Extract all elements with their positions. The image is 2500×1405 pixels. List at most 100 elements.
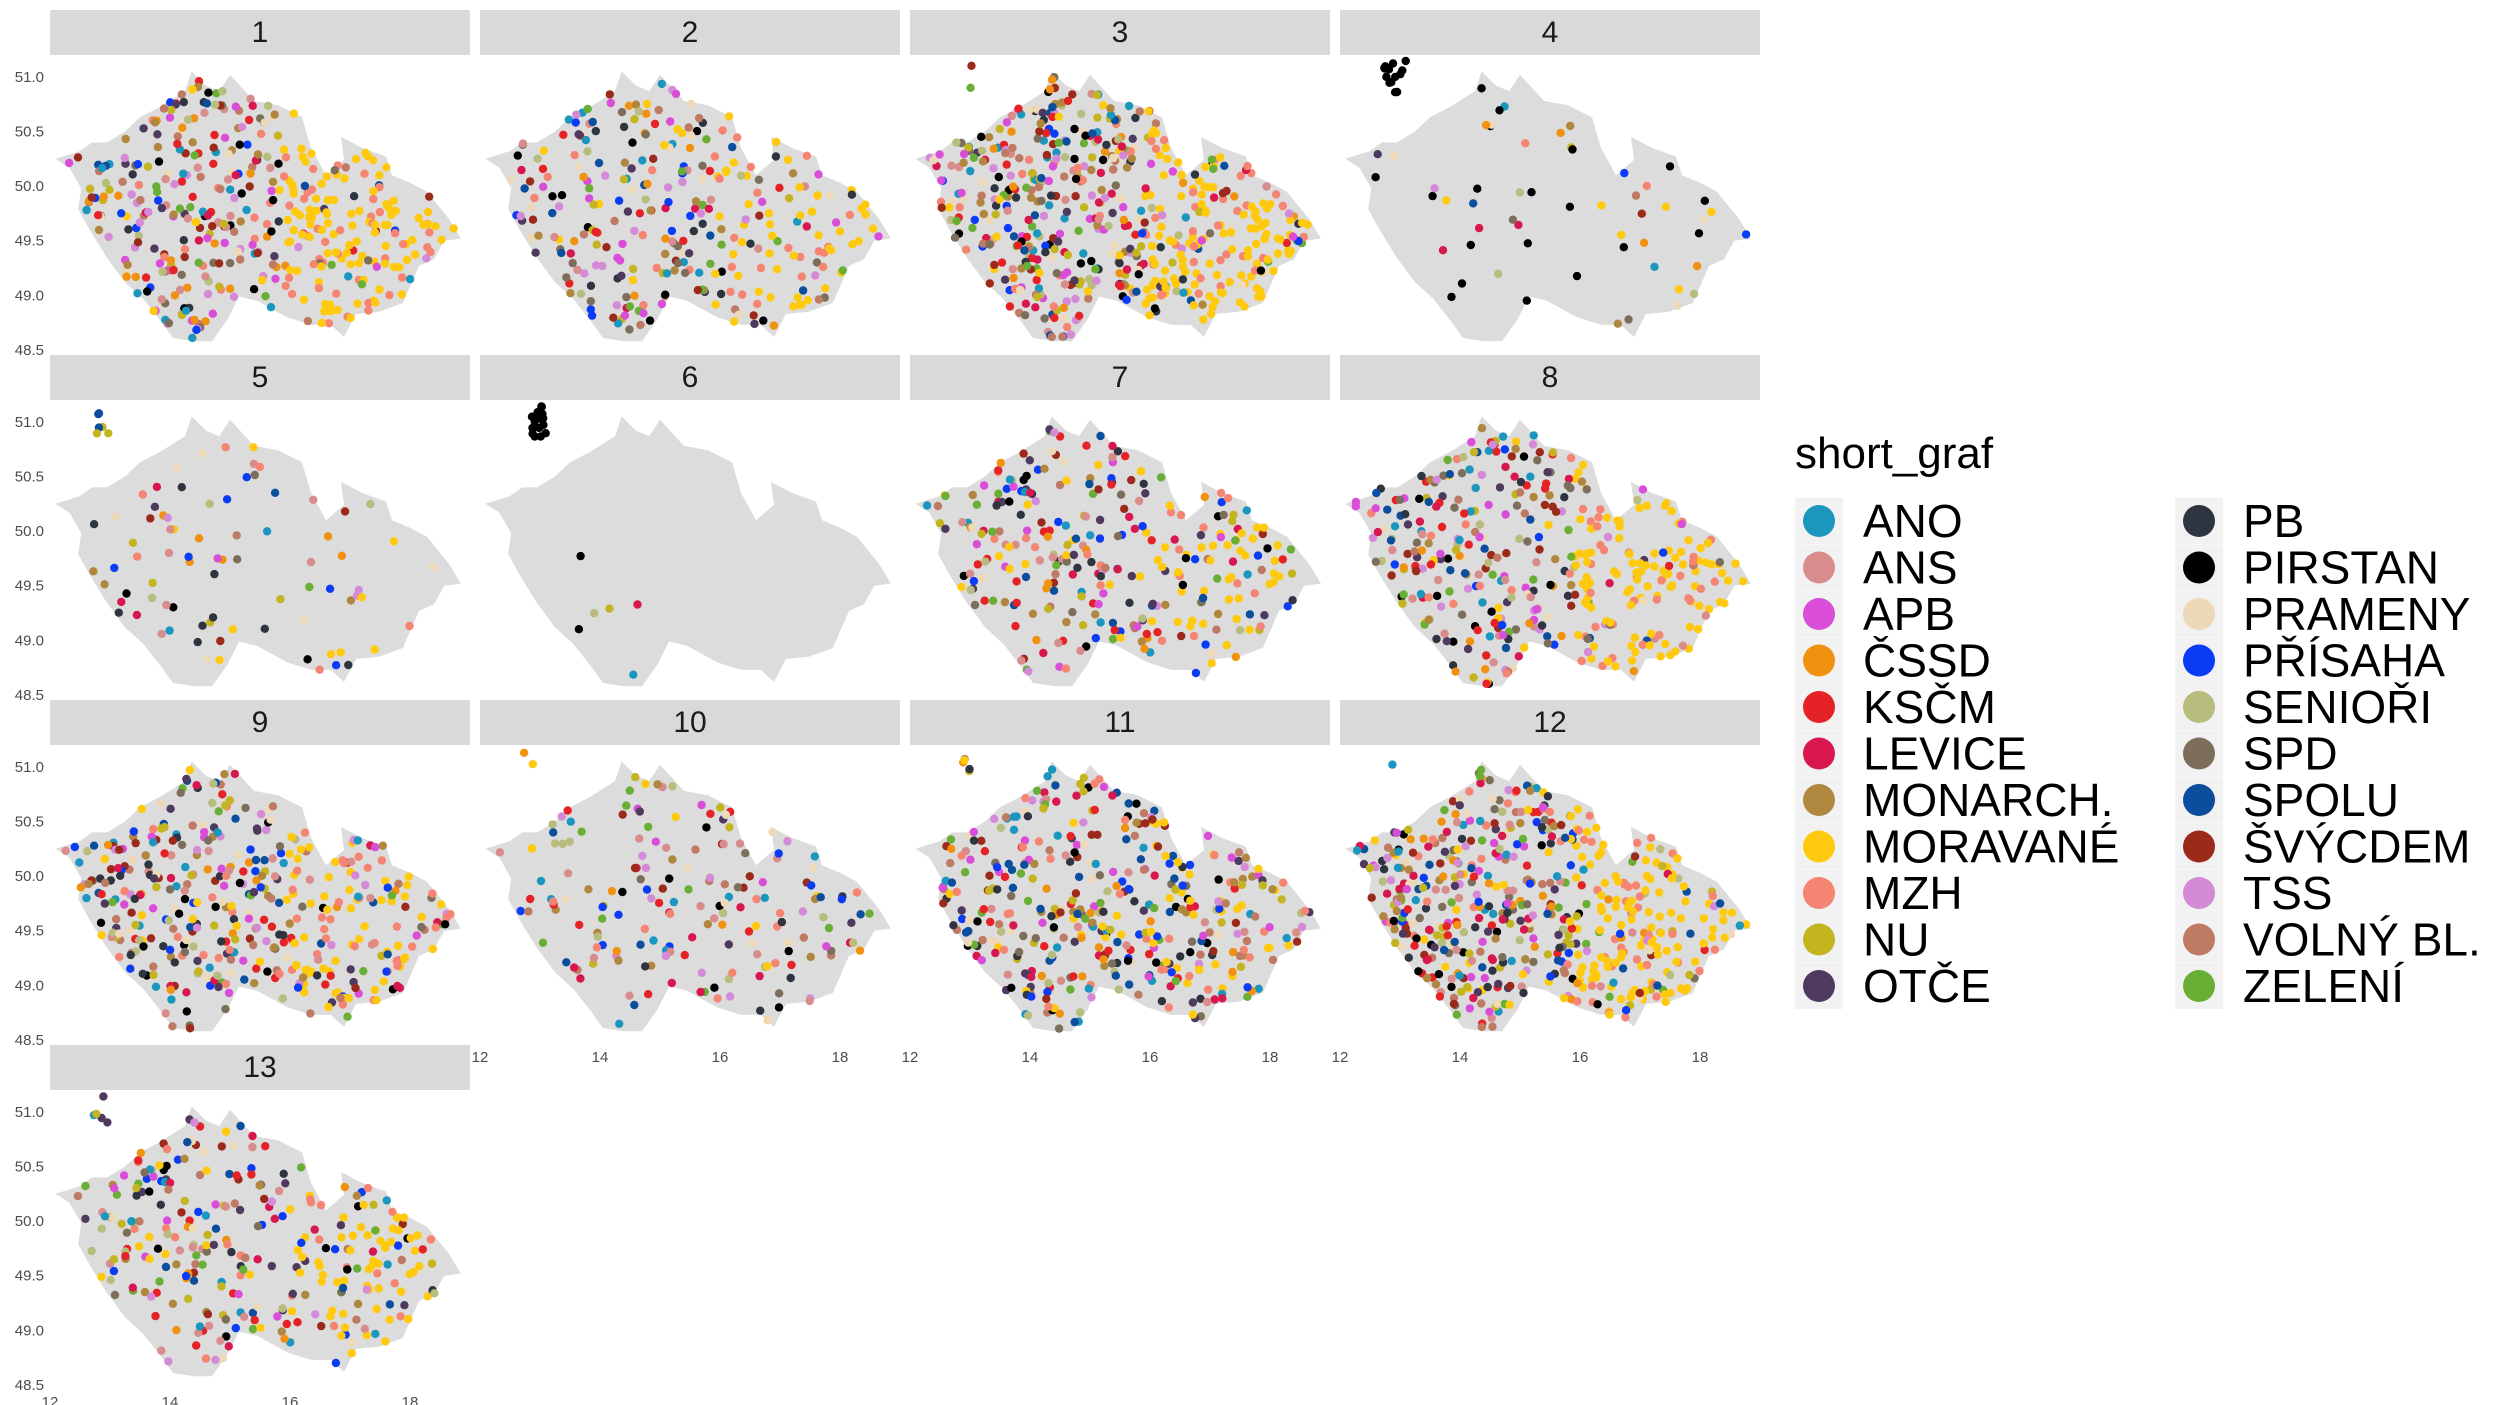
data-point [1241,853,1251,862]
legend-label: ANO [1863,495,1963,547]
data-point [1139,906,1149,915]
data-point [181,306,191,315]
data-point [1132,799,1141,808]
data-point [1033,292,1042,302]
data-point [194,534,204,543]
data-point [1032,229,1042,238]
data-point [647,894,656,903]
data-point [1078,621,1088,630]
data-point [141,851,150,860]
data-point [1106,110,1116,120]
data-point [598,914,607,923]
data-point [576,289,586,298]
data-point [1055,480,1065,490]
data-point [383,1260,392,1269]
data-point [217,937,226,946]
data-point [1630,633,1640,642]
data-point [181,1271,191,1281]
data-point [1124,884,1133,894]
data-point [253,1255,262,1264]
data-point [1668,929,1677,939]
x-tick-label: 12 [1332,1049,1349,1066]
data-point [1645,641,1654,650]
facet-strip-label: 9 [252,706,269,739]
data-point [1463,644,1473,654]
data-point [978,574,987,583]
data-point [1380,63,1389,73]
data-point [73,153,83,162]
data-point [1116,194,1125,203]
data-point [276,595,285,604]
data-point [250,213,259,222]
czech-map-shape [1345,71,1751,342]
data-point [706,259,715,268]
data-point [966,83,975,93]
data-point [261,292,270,301]
data-point [686,99,696,109]
data-point [1240,927,1249,936]
data-point [1027,992,1036,1001]
data-point [275,842,285,851]
data-point [1059,933,1068,942]
data-point [661,234,670,243]
data-point [1054,638,1063,648]
data-point [1231,536,1240,545]
data-point [121,134,130,144]
data-point [329,195,339,205]
data-point [1491,882,1501,891]
data-point [1056,908,1065,917]
data-point [1095,515,1105,525]
data-point [1005,475,1015,484]
data-point [722,167,731,177]
data-point [574,130,583,139]
data-point [145,1187,154,1196]
data-point [1478,937,1487,946]
data-point [617,271,626,280]
data-point [1257,565,1266,575]
data-point [1109,153,1118,163]
data-point [1666,582,1675,592]
data-point [1021,794,1030,803]
data-point [1518,834,1528,844]
data-point [188,138,197,147]
data-point [1047,75,1057,84]
data-point [1638,596,1648,605]
data-point [1071,192,1080,201]
data-point [1199,619,1208,628]
data-point [724,974,734,984]
data-point [426,247,435,257]
data-point [199,820,208,829]
data-point [344,272,353,281]
legend-label: ČSSD [1863,635,1991,687]
data-point [1655,888,1664,897]
data-point [769,321,779,330]
data-point [1692,261,1702,271]
data-point [609,313,618,322]
data-point [306,899,315,908]
data-point [528,215,538,224]
data-point [754,244,763,253]
data-point [1529,934,1538,943]
legend-label: SPOLU [2243,774,2399,826]
data-point [957,582,966,592]
data-point [684,249,694,258]
data-point [1297,218,1307,227]
data-point [182,1007,191,1016]
data-point [262,937,271,946]
data-point [1092,276,1101,285]
data-point [1442,196,1451,205]
data-point [1072,840,1082,850]
data-point [1139,865,1149,874]
data-point [1169,274,1179,283]
data-point [945,889,954,899]
data-point [1606,618,1615,627]
data-point [572,110,581,119]
data-point [629,670,638,679]
data-point [296,1163,306,1172]
data-point [519,748,529,757]
data-point [1390,522,1400,531]
data-point [1695,601,1704,610]
data-point [203,211,213,220]
data-point [1209,947,1218,956]
data-point [73,1191,83,1201]
